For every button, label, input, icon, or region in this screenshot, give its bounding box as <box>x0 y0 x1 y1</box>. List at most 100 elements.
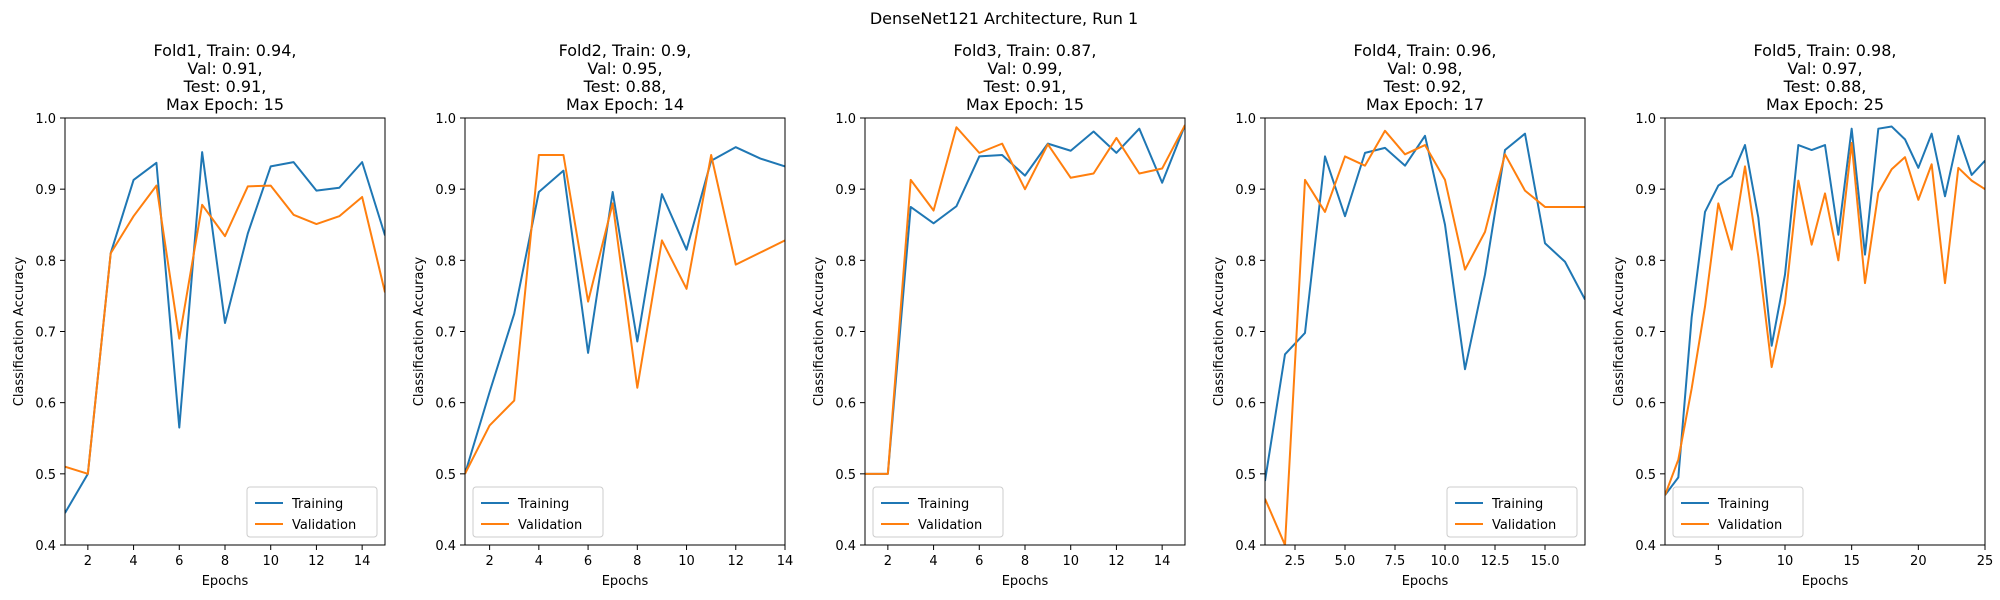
y-tick-label: 0.5 <box>35 468 56 483</box>
x-tick-label: 15.0 <box>1531 554 1560 569</box>
subplot-title-line: Fold2, Train: 0.9, <box>559 41 692 60</box>
legend: Training Validation <box>1672 486 1804 538</box>
y-tick-label: 0.5 <box>835 468 856 483</box>
subplot-title-line: Val: 0.91, <box>187 59 262 78</box>
x-tick-label: 10.0 <box>1431 554 1460 569</box>
y-tick-label: 1.0 <box>835 112 856 127</box>
x-tick-label: 8 <box>633 554 641 569</box>
subplot-title-line: Test: 0.88, <box>1783 77 1867 96</box>
y-tick-label: 0.9 <box>435 183 456 198</box>
subplot-title-line: Max Epoch: 25 <box>1766 95 1884 114</box>
series-line-validation <box>65 184 385 475</box>
subplots-container: Fold1, Train: 0.94,Val: 0.91,Test: 0.91,… <box>12 41 1993 589</box>
x-tick-label: 12 <box>1108 554 1125 569</box>
y-tick-label: 0.8 <box>435 254 456 269</box>
y-tick-label: 0.7 <box>1635 326 1656 341</box>
y-tick-label: 1.0 <box>435 112 456 127</box>
x-axis-label: Epochs <box>1802 574 1849 589</box>
subplot-title-line: Val: 0.99, <box>987 59 1062 78</box>
x-axis-label: Epochs <box>202 574 249 589</box>
y-tick-label: 0.9 <box>835 183 856 198</box>
y-tick-label: 0.5 <box>1635 468 1656 483</box>
x-tick-label: 2 <box>84 554 92 569</box>
x-tick-label: 14 <box>777 554 794 569</box>
x-tick-label: 6 <box>584 554 592 569</box>
x-tick-label: 6 <box>975 554 983 569</box>
x-tick-label: 12.5 <box>1481 554 1510 569</box>
y-tick-label: 0.4 <box>435 539 456 554</box>
subplot-title-line: Test: 0.91, <box>183 77 267 96</box>
series-line-training <box>1665 125 1985 496</box>
subplot-title-line: Max Epoch: 15 <box>966 95 1084 114</box>
x-tick-label: 14 <box>354 554 371 569</box>
x-tick-label: 25 <box>1977 554 1994 569</box>
subplot-fold5: Fold5, Train: 0.98,Val: 0.97,Test: 0.88,… <box>1612 41 1993 589</box>
legend-label-training: Training <box>291 497 343 512</box>
subplot-title-line: Test: 0.91, <box>983 77 1067 96</box>
subplot-title-line: Fold3, Train: 0.87, <box>954 41 1097 60</box>
legend-label-validation: Validation <box>518 518 582 533</box>
y-tick-label: 0.4 <box>35 539 56 554</box>
y-tick-label: 0.4 <box>1235 539 1256 554</box>
x-tick-label: 6 <box>175 554 183 569</box>
legend-label-training: Training <box>1491 497 1543 512</box>
subplot-fold4: Fold4, Train: 0.96,Val: 0.98,Test: 0.92,… <box>1212 41 1586 589</box>
axes-frame <box>64 117 386 546</box>
x-tick-label: 4 <box>129 554 137 569</box>
x-axis-label: Epochs <box>602 574 649 589</box>
y-tick-label: 0.9 <box>1635 183 1656 198</box>
legend-label-validation: Validation <box>292 518 356 533</box>
axes-frame <box>464 117 786 546</box>
series-line-validation <box>1665 141 1985 496</box>
y-tick-label: 0.8 <box>35 254 56 269</box>
legend: Training Validation <box>1446 486 1578 538</box>
subplot-title-line: Max Epoch: 17 <box>1366 95 1484 114</box>
subplot-fold1: Fold1, Train: 0.94,Val: 0.91,Test: 0.91,… <box>12 41 386 589</box>
y-tick-label: 0.9 <box>1235 183 1256 198</box>
legend-label-validation: Validation <box>918 518 982 533</box>
y-tick-label: 0.6 <box>1235 397 1256 412</box>
y-tick-label: 0.9 <box>35 183 56 198</box>
series-line-training <box>65 151 385 514</box>
subplot-title-line: Val: 0.95, <box>587 59 662 78</box>
legend-label-validation: Validation <box>1492 518 1556 533</box>
subplot-title-line: Fold4, Train: 0.96, <box>1354 41 1497 60</box>
figure-suptitle: DenseNet121 Architecture, Run 1 <box>870 9 1138 28</box>
x-tick-label: 10 <box>1062 554 1079 569</box>
y-axis-label: Classification Accuracy <box>1612 256 1627 406</box>
axes-frame <box>1664 117 1986 546</box>
x-tick-label: 2 <box>485 554 493 569</box>
x-tick-label: 5.0 <box>1335 554 1356 569</box>
x-tick-label: 8 <box>1021 554 1029 569</box>
series-line-validation <box>1265 129 1585 545</box>
series-line-training <box>465 146 785 475</box>
y-tick-label: 0.5 <box>435 468 456 483</box>
y-tick-label: 0.6 <box>835 397 856 412</box>
x-tick-label: 14 <box>1154 554 1171 569</box>
series-line-training <box>1265 132 1585 482</box>
y-tick-label: 0.8 <box>1235 254 1256 269</box>
x-tick-label: 10 <box>678 554 695 569</box>
y-axis-label: Classification Accuracy <box>1212 256 1227 406</box>
legend: Training Validation <box>872 486 1004 538</box>
y-axis-label: Classification Accuracy <box>812 256 827 406</box>
subplot-title-line: Fold5, Train: 0.98, <box>1754 41 1897 60</box>
y-tick-label: 1.0 <box>1635 112 1656 127</box>
x-tick-label: 15 <box>1843 554 1860 569</box>
series-line-training <box>865 124 1185 475</box>
y-tick-label: 0.4 <box>835 539 856 554</box>
legend-label-training: Training <box>517 497 569 512</box>
y-tick-label: 0.6 <box>1635 397 1656 412</box>
x-tick-label: 4 <box>535 554 543 569</box>
legend-label-training: Training <box>1717 497 1769 512</box>
x-axis-label: Epochs <box>1402 574 1449 589</box>
subplot-title-line: Val: 0.98, <box>1387 59 1462 78</box>
series-line-validation <box>865 124 1185 475</box>
x-tick-label: 2.5 <box>1285 554 1306 569</box>
y-tick-label: 0.6 <box>435 397 456 412</box>
subplot-title-line: Test: 0.92, <box>1383 77 1467 96</box>
subplot-title-line: Fold1, Train: 0.94, <box>154 41 297 60</box>
legend-label-training: Training <box>917 497 969 512</box>
legend: Training Validation <box>472 486 604 538</box>
